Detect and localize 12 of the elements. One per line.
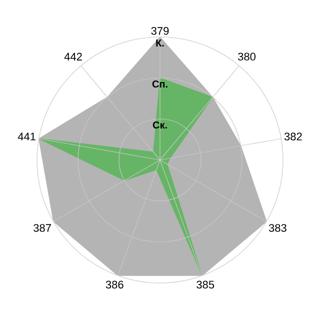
y-tick-label: К. [156,40,164,46]
spoke-label: 442 [64,52,82,60]
spoke-label: 386 [106,280,124,289]
y-tick-label: Сп. [152,80,168,88]
spoke-label: 385 [196,280,214,289]
y-tick-label: Ск. [152,121,167,129]
spoke-label: 441 [18,132,36,140]
spoke-label: 387 [34,224,51,232]
spoke-label: 379 [151,27,169,35]
spoke-label: 383 [268,224,286,232]
spoke-label: 380 [238,52,256,60]
spoke-label: 382 [284,132,302,140]
